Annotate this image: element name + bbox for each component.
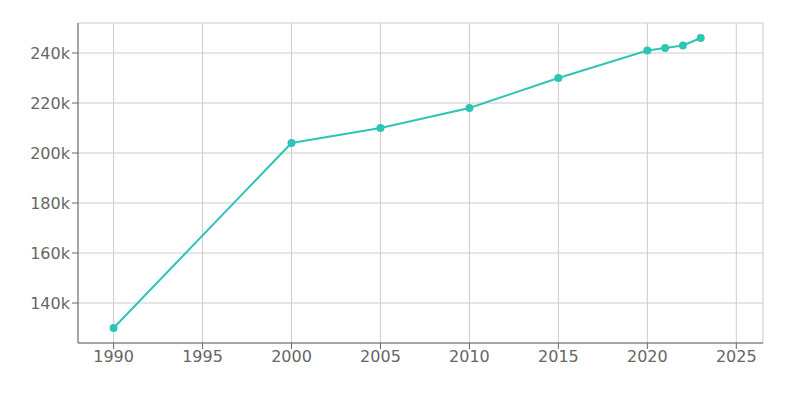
svg-text:180k: 180k (30, 194, 71, 213)
svg-text:160k: 160k (30, 244, 71, 263)
svg-text:1990: 1990 (93, 347, 134, 366)
svg-text:2020: 2020 (627, 347, 668, 366)
svg-text:2005: 2005 (360, 347, 401, 366)
svg-text:2015: 2015 (538, 347, 579, 366)
svg-text:240k: 240k (30, 44, 71, 63)
svg-text:2025: 2025 (716, 347, 757, 366)
svg-text:200k: 200k (30, 144, 71, 163)
svg-text:2010: 2010 (449, 347, 490, 366)
svg-text:2000: 2000 (271, 347, 312, 366)
svg-text:1995: 1995 (182, 347, 223, 366)
svg-text:220k: 220k (30, 94, 71, 113)
svg-text:140k: 140k (30, 294, 71, 313)
